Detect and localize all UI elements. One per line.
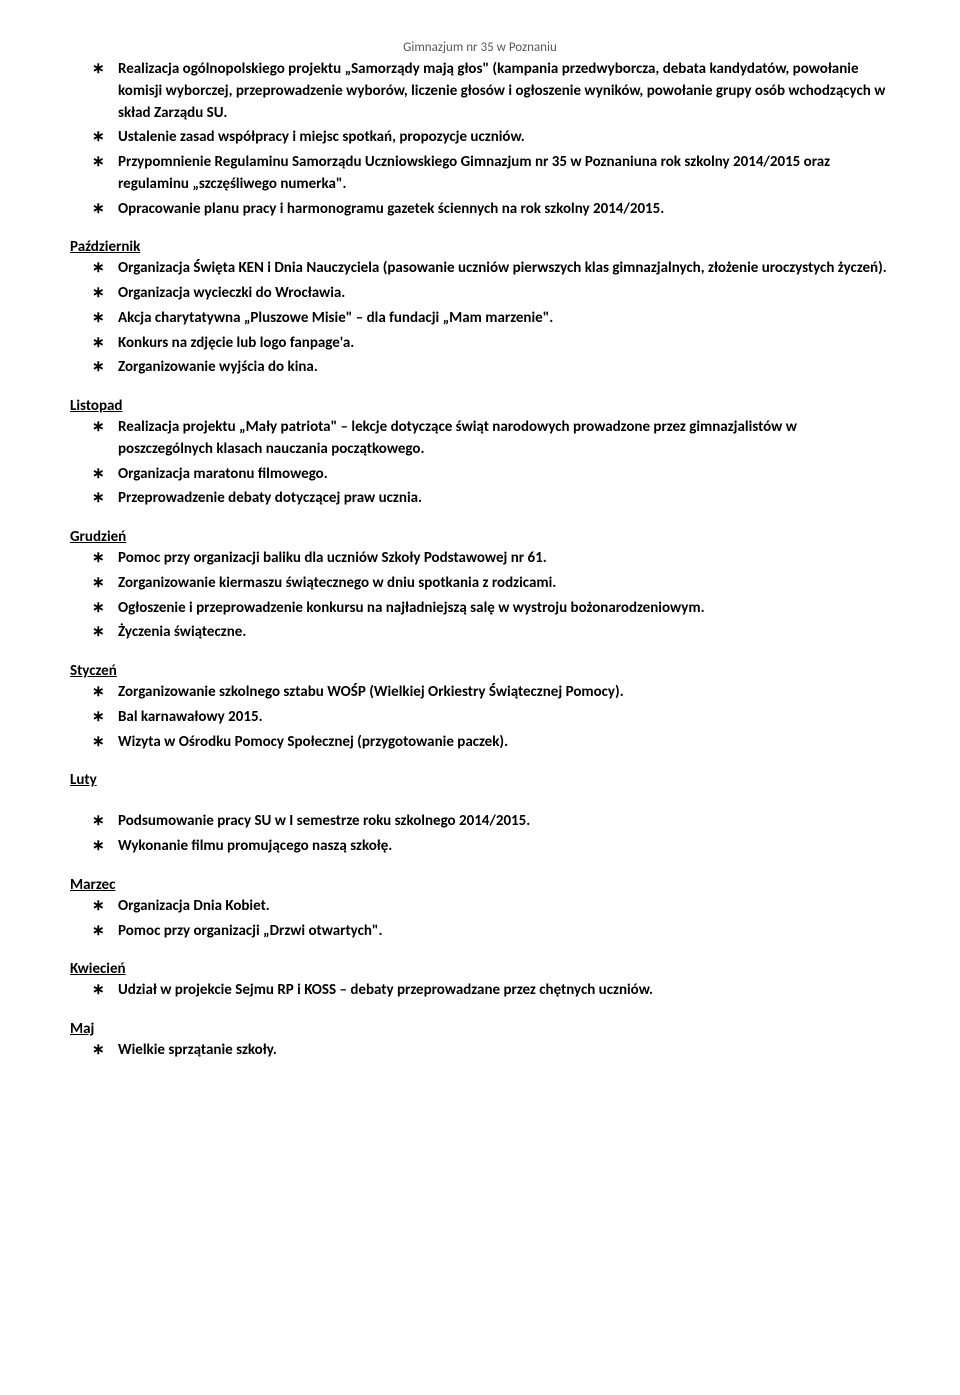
list-item: Ogłoszenie i przeprowadzenie konkursu na… — [118, 598, 890, 620]
list-item: Zorganizowanie wyjścia do kina. — [118, 357, 890, 379]
bullet-list: Zorganizowanie szkolnego sztabu WOŚP (Wi… — [70, 682, 890, 753]
list-item: Organizacja maratonu filmowego. — [118, 464, 890, 486]
list-item: Przeprowadzenie debaty dotyczącej praw u… — [118, 488, 890, 510]
list-item: Zorganizowanie szkolnego sztabu WOŚP (Wi… — [118, 682, 890, 704]
section-heading: Kwiecień — [70, 960, 890, 978]
bullet-list: Podsumowanie pracy SU w I semestrze roku… — [70, 811, 890, 858]
page-header: Gimnazjum nr 35 w Poznaniu — [70, 40, 890, 55]
section-heading: Maj — [70, 1020, 890, 1038]
list-item: Organizacja Święta KEN i Dnia Nauczyciel… — [118, 258, 890, 280]
section-heading: Październik — [70, 238, 890, 256]
section-heading: Grudzień — [70, 528, 890, 546]
list-item: Ustalenie zasad współpracy i miejsc spot… — [118, 127, 890, 149]
bullet-list: Organizacja Święta KEN i Dnia Nauczyciel… — [70, 258, 890, 379]
list-item: Podsumowanie pracy SU w I semestrze roku… — [118, 811, 890, 833]
bullet-list: Realizacja ogólnopolskiego projektu „Sam… — [70, 59, 890, 220]
list-item: Opracowanie planu pracy i harmonogramu g… — [118, 199, 890, 221]
list-item: Akcja charytatywna „Pluszowe Misie" – dl… — [118, 308, 890, 330]
bullet-list: Udział w projekcie Sejmu RP i KOSS – deb… — [70, 980, 890, 1002]
list-item: Przypomnienie Regulaminu Samorządu Uczni… — [118, 152, 890, 196]
section-heading: Marzec — [70, 876, 890, 894]
bullet-list: Organizacja Dnia Kobiet. Pomoc przy organ… — [70, 896, 890, 943]
list-item: Wizyta w Ośrodku Pomocy Społecznej (przy… — [118, 732, 890, 754]
section-heading: Styczeń — [70, 662, 890, 680]
list-item: Realizacja projektu „Mały patriota" – le… — [118, 417, 890, 461]
list-item: Konkurs na zdjęcie lub logo fanpage'a. — [118, 333, 890, 355]
bullet-list: Realizacja projektu „Mały patriota" – le… — [70, 417, 890, 510]
section-heading: Listopad — [70, 397, 890, 415]
list-item: Realizacja ogólnopolskiego projektu „Sam… — [118, 59, 890, 124]
list-item: Wykonanie filmu promującego naszą szkołę… — [118, 836, 890, 858]
document-body: Realizacja ogólnopolskiego projektu „Sam… — [70, 59, 890, 1062]
list-item: Bal karnawałowy 2015. — [118, 707, 890, 729]
list-item: Wielkie sprzątanie szkoły. — [118, 1040, 890, 1062]
list-item: Życzenia świąteczne. — [118, 622, 890, 644]
section-heading: Luty — [70, 771, 890, 789]
list-item: Zorganizowanie kiermaszu świątecznego w … — [118, 573, 890, 595]
list-item: Udział w projekcie Sejmu RP i KOSS – deb… — [118, 980, 890, 1002]
bullet-list: Pomoc przy organizacji baliku dla ucznió… — [70, 548, 890, 644]
list-item: Pomoc przy organizacji baliku dla ucznió… — [118, 548, 890, 570]
list-item: Pomoc przy organizacji „Drzwi otwartych"… — [118, 921, 890, 943]
bullet-list: Wielkie sprzątanie szkoły. — [70, 1040, 890, 1062]
list-item: Organizacja wycieczki do Wrocławia. — [118, 283, 890, 305]
list-item: Organizacja Dnia Kobiet. — [118, 896, 890, 918]
